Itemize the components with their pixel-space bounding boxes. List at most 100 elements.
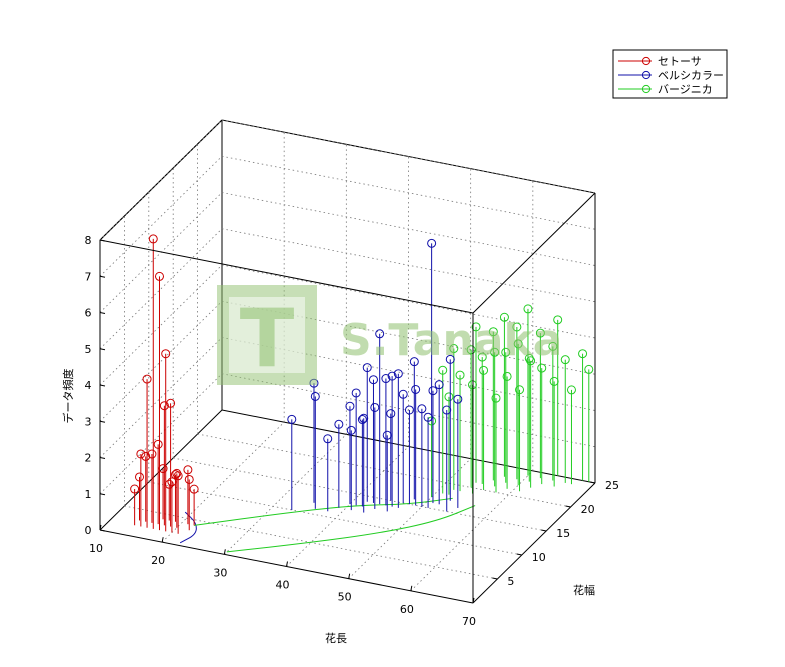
- right-bottom-edge: [472, 482, 596, 604]
- stem-marker: [578, 349, 588, 359]
- stem-marker: [161, 349, 171, 359]
- stem-marker: [537, 363, 547, 373]
- z-tick-mark: [99, 457, 106, 459]
- stem-marker: [455, 370, 465, 380]
- stem-marker: [499, 312, 509, 322]
- stem-marker: [398, 389, 408, 399]
- x-tick-mark: [472, 597, 475, 604]
- stem-marker: [153, 439, 163, 449]
- y-tick-label: 20: [581, 503, 595, 516]
- stem-marker: [513, 339, 523, 349]
- stem-marker: [535, 328, 545, 338]
- z-tick-label: 4: [85, 379, 92, 392]
- x-axis-title: 花長: [325, 632, 347, 645]
- stem-marker: [549, 376, 559, 386]
- right-top-edge: [472, 192, 596, 314]
- legend-entry-label: セトーサ: [658, 55, 702, 68]
- grid-floor-y: [148, 481, 522, 556]
- x-tick-mark: [99, 524, 102, 531]
- grid-back-z: [221, 155, 596, 230]
- tick-labels: 10 20 30 40 50 60 70 5 10 15 20 25 0 1 2 3 4 5 6 7 8: [85, 234, 620, 628]
- stem-marker: [142, 374, 152, 384]
- watermark-logo-letter: T: [240, 292, 295, 385]
- stem-marker: [584, 364, 594, 374]
- grid-left-z: [99, 373, 223, 495]
- legend-swatch-marker: [641, 70, 651, 80]
- stem-marker: [467, 380, 477, 390]
- axes-box-front: [99, 192, 596, 604]
- stem-marker: [310, 391, 320, 401]
- z-tick-mark: [99, 420, 106, 423]
- grid-left-z: [99, 228, 223, 350]
- stem-marker: [148, 234, 158, 244]
- boundary-curves: [179, 497, 476, 553]
- grid-floor-x: [224, 434, 347, 555]
- legend-swatch-marker: [641, 84, 651, 94]
- stem-marker: [490, 347, 500, 357]
- legend-swatch-marker: [641, 56, 651, 66]
- grid-lines: [99, 119, 596, 592]
- stem-marker: [135, 472, 145, 482]
- legend-box: [612, 49, 728, 99]
- stem-marker: [491, 393, 501, 403]
- stem-marker: [386, 409, 396, 419]
- stem-marker: [445, 354, 455, 364]
- y-axis-title: 花幅: [573, 584, 595, 597]
- x-tick-label: 70: [462, 615, 476, 628]
- stem-marker: [479, 365, 489, 375]
- z-tick-label: 0: [85, 524, 92, 537]
- grid-left-z: [99, 264, 223, 386]
- x-tick-label: 10: [89, 542, 103, 555]
- z-tick-mark: [99, 239, 106, 242]
- y-tick-label: 5: [507, 575, 514, 588]
- z-tick-mark: [99, 348, 106, 351]
- grid-left-z: [99, 119, 223, 241]
- watermark-text: S.Tanaka: [340, 315, 562, 366]
- stem-marker: [147, 449, 157, 459]
- stem-marker: [184, 474, 194, 484]
- stem-marker: [427, 238, 437, 248]
- watermark: T S.Tanaka: [217, 285, 562, 385]
- legend-entry-label: ベルシカラー: [658, 69, 724, 82]
- stem-marker: [515, 385, 525, 395]
- z-tick-label: 8: [85, 234, 92, 247]
- stem-marker: [548, 341, 558, 351]
- stem-marker: [345, 401, 355, 411]
- x-tick-mark: [161, 537, 164, 543]
- stem-marker: [449, 344, 459, 354]
- grid-back-z: [221, 264, 596, 339]
- z-tick-label: 7: [85, 270, 92, 283]
- stem-marker: [357, 415, 367, 425]
- stem-marker: [512, 322, 522, 332]
- stem-marker: [466, 345, 476, 355]
- stem-marker: [444, 392, 454, 402]
- z-tick-mark: [99, 275, 106, 278]
- stem-marker: [434, 380, 444, 390]
- front-top-edge: [99, 239, 474, 314]
- stem-marker: [428, 386, 438, 396]
- y-tick-mark: [541, 529, 547, 532]
- stem-marker: [323, 434, 333, 444]
- stem-marker: [501, 347, 511, 357]
- x-tick-mark: [223, 549, 226, 555]
- y-tick-label: 25: [605, 479, 619, 492]
- x-tick-label: 30: [213, 566, 227, 579]
- stem-marker: [172, 468, 182, 478]
- stem-marker: [471, 322, 481, 332]
- z-tick-mark: [99, 493, 106, 496]
- stem-marker: [560, 355, 570, 365]
- stem-marker: [553, 315, 563, 325]
- grid-back-z: [221, 119, 596, 194]
- z-tick-label: 2: [85, 452, 92, 465]
- stem-marker: [351, 388, 361, 398]
- grid-floor-y: [173, 457, 547, 532]
- x-tick-label: 20: [151, 554, 165, 567]
- y-tick-mark: [516, 553, 522, 556]
- stem-marker: [368, 375, 378, 385]
- z-tick-label: 1: [85, 488, 92, 501]
- grid-left-z: [99, 192, 223, 313]
- y-tick-mark: [492, 577, 498, 580]
- stem-marker: [477, 352, 487, 362]
- stem-marker: [442, 405, 452, 415]
